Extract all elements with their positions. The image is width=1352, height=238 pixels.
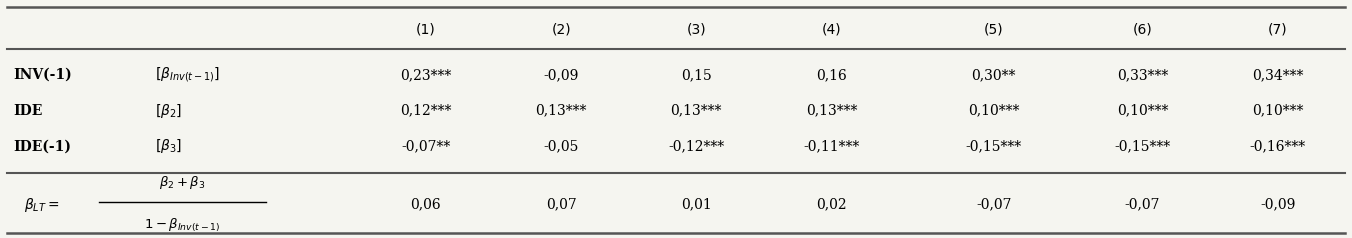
Text: -0,09: -0,09 xyxy=(1260,198,1295,212)
Text: -0,07**: -0,07** xyxy=(402,139,450,153)
Text: 0,13***: 0,13*** xyxy=(535,104,587,118)
Text: 0,06: 0,06 xyxy=(411,198,441,212)
Text: (6): (6) xyxy=(1133,23,1152,37)
Text: (4): (4) xyxy=(822,23,841,37)
Text: -0,16***: -0,16*** xyxy=(1249,139,1306,153)
Text: 0,01: 0,01 xyxy=(681,198,711,212)
Text: (2): (2) xyxy=(552,23,571,37)
Text: 0,10***: 0,10*** xyxy=(968,104,1019,118)
Text: -0,05: -0,05 xyxy=(544,139,579,153)
Text: 0,13***: 0,13*** xyxy=(671,104,722,118)
Text: $[\beta_3]$: $[\beta_3]$ xyxy=(155,137,183,155)
Text: INV(-1): INV(-1) xyxy=(14,68,72,82)
Text: IDE: IDE xyxy=(14,104,43,118)
Text: $\beta_{LT} =$: $\beta_{LT} =$ xyxy=(24,196,59,214)
Text: 0,34***: 0,34*** xyxy=(1252,68,1303,82)
Text: 0,33***: 0,33*** xyxy=(1117,68,1168,82)
Text: 0,07: 0,07 xyxy=(546,198,576,212)
Text: -0,09: -0,09 xyxy=(544,68,579,82)
Text: 0,30**: 0,30** xyxy=(972,68,1015,82)
Text: -0,11***: -0,11*** xyxy=(803,139,860,153)
Text: (5): (5) xyxy=(984,23,1003,37)
Text: 0,10***: 0,10*** xyxy=(1117,104,1168,118)
Text: $1 - \beta_{Inv(t-1)}$: $1 - \beta_{Inv(t-1)}$ xyxy=(145,216,220,233)
Text: -0,12***: -0,12*** xyxy=(668,139,725,153)
Text: $[ \beta_{Inv(t-1)}]$: $[ \beta_{Inv(t-1)}]$ xyxy=(155,65,220,84)
Text: $\beta_2 + \beta_3$: $\beta_2 + \beta_3$ xyxy=(160,174,206,191)
Text: -0,15***: -0,15*** xyxy=(965,139,1022,153)
Text: IDE(-1): IDE(-1) xyxy=(14,139,72,153)
Text: 0,10***: 0,10*** xyxy=(1252,104,1303,118)
Text: -0,15***: -0,15*** xyxy=(1114,139,1171,153)
Text: 0,13***: 0,13*** xyxy=(806,104,857,118)
Text: $[\beta_2 ]$: $[\beta_2 ]$ xyxy=(155,102,183,120)
Text: 0,16: 0,16 xyxy=(817,68,846,82)
Text: (1): (1) xyxy=(416,23,435,37)
Text: -0,07: -0,07 xyxy=(976,198,1011,212)
Text: -0,07: -0,07 xyxy=(1125,198,1160,212)
Text: 0,15: 0,15 xyxy=(681,68,711,82)
Text: (3): (3) xyxy=(687,23,706,37)
Text: (7): (7) xyxy=(1268,23,1287,37)
Text: 0,02: 0,02 xyxy=(817,198,846,212)
Text: 0,12***: 0,12*** xyxy=(400,104,452,118)
Text: 0,23***: 0,23*** xyxy=(400,68,452,82)
